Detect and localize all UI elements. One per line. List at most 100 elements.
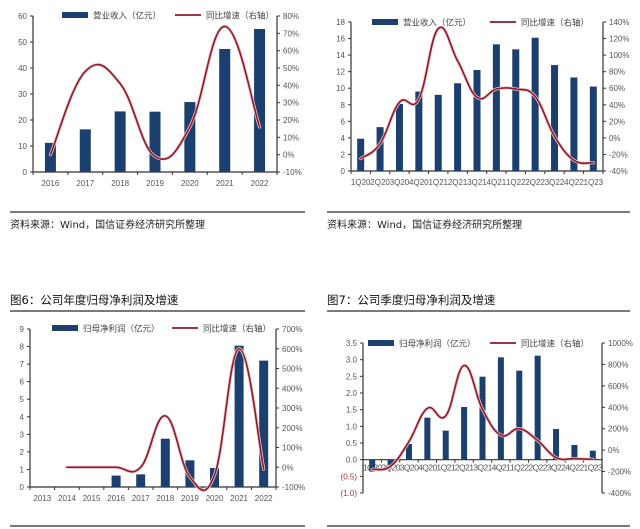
x-tick-label: 2Q21 (448, 178, 468, 187)
left-tick-label: 10 (336, 84, 345, 93)
left-tick-label: 9 (20, 325, 25, 334)
chart-annual-net-profit: 0 1 2 3 4 5 6 7 8 9 -100% 0% 100% 200% 300% 400% 500% 600… (0, 312, 320, 517)
bar (160, 438, 170, 487)
legend-bar-label: 营业收入（亿元） (93, 11, 161, 21)
right-tick-label: 50% (283, 64, 299, 73)
x-tick-label: 2014 (58, 494, 76, 503)
x-tick-label: 4Q20 (418, 463, 437, 473)
right-tick-label: 0% (608, 446, 620, 455)
bar (79, 129, 91, 172)
right-tick-label: 600% (608, 382, 628, 391)
bar (492, 44, 500, 171)
x-tick-label: 2020 (181, 179, 199, 188)
x-tick-label: 3Q21 (473, 463, 492, 473)
x-tick-label: 4Q21 (492, 463, 511, 473)
right-tick-label: 1000% (608, 339, 633, 348)
x-tick-label: 1Q22 (510, 463, 529, 473)
x-tick-label: 2013 (33, 494, 51, 503)
left-tick-label: 60 (18, 12, 27, 21)
bar (387, 459, 394, 465)
bar (461, 407, 468, 460)
chart-quarterly-net-profit: (1.0) (0.5) 0.0 0.5 1.0 1.5 2.0 2.5 3.0 3.5 -400% -… (320, 312, 640, 517)
right-tick-label: 300% (282, 404, 302, 413)
x-tick-label: 1Q21 (436, 463, 455, 473)
bar (114, 111, 126, 172)
bar (473, 70, 481, 171)
left-tick-label: 3.0 (346, 356, 358, 365)
left-tick-label: 0 (20, 483, 25, 492)
left-tick-label: 0.5 (346, 439, 358, 448)
x-tick-label: 2022 (251, 179, 269, 188)
chart-annual-net-profit-svg: 0 1 2 3 4 5 6 7 8 9 -100% 0% 100% 200% 300% 400% 500% 600… (20, 324, 306, 504)
legend-line-label: 同比增速（右轴） (521, 339, 589, 349)
divider-top-left (10, 211, 305, 213)
legend-line-label: 同比增速（右轴） (203, 324, 271, 334)
figure-title-7: 图7：公司季度归母净利润及增速 (327, 293, 496, 307)
right-tick-label: 0% (283, 151, 295, 160)
left-tick-label: 7 (20, 360, 25, 369)
legend-bar-swatch (52, 325, 78, 331)
right-tick-label: 0% (609, 134, 621, 143)
x-tick-label: 4Q20 (409, 178, 429, 187)
x-tick-label: 4Q22 (565, 463, 584, 473)
right-tick-label: 800% (608, 360, 628, 369)
left-tick-label: 2 (341, 150, 346, 159)
right-tick-label: 60% (609, 84, 625, 93)
legend-line-label: 同比增速（右轴） (521, 18, 589, 28)
chart-annual-revenue-svg: 0 10 20 30 40 50 60 -10% 0% 10% 20% 30% 40% 50% 60% 70%… (18, 11, 302, 189)
legend-bar-swatch (368, 340, 394, 346)
growth-line (66, 347, 265, 492)
bar (571, 445, 578, 460)
right-tick-label: 600% (282, 345, 302, 354)
left-tick-label: 3.5 (346, 339, 358, 348)
divider-mid-right (327, 310, 630, 312)
bar (512, 49, 520, 171)
right-tick-label: 0% (282, 463, 294, 472)
source-note-right: 资料来源：Wind，国信证券经济研究所整理 (327, 220, 523, 231)
left-tick-label: 18 (336, 18, 345, 27)
bar (44, 142, 56, 172)
x-tick-label: 4Q22 (564, 178, 584, 187)
right-tick-label: 500% (282, 365, 302, 374)
right-tick-label: 80% (283, 12, 299, 21)
legend-bar-label: 归母净利润（亿元） (83, 324, 160, 334)
x-tick-label: 2018 (111, 179, 129, 188)
bar (395, 103, 403, 171)
bar (589, 86, 597, 171)
left-tick-label: 4 (341, 134, 346, 143)
x-tick-label: 3Q21 (467, 178, 487, 187)
chart-quarterly-revenue-svg: 0 2 4 6 8 10 12 14 16 18 -40% -20% 0% 20% 40% 60% 80% 100… (336, 18, 629, 188)
x-tick-label: 2020 (206, 494, 224, 503)
left-tick-label: (1.0) (341, 489, 358, 498)
x-tick-label: 3Q20 (390, 178, 410, 187)
bar (149, 111, 161, 172)
right-tick-label: 20% (609, 117, 625, 126)
left-tick-label: 20 (18, 116, 27, 125)
x-tick-label: 2016 (42, 179, 60, 188)
growth-line (49, 25, 261, 160)
right-tick-label: 80% (609, 68, 625, 77)
x-tick-label: 1Q23 (584, 178, 604, 187)
divider-bottom-left (10, 525, 305, 527)
left-tick-label: 6 (341, 117, 346, 126)
x-tick-label: 1Q20 (351, 178, 371, 187)
left-tick-label: 4 (20, 413, 25, 422)
right-tick-label: 400% (608, 403, 628, 412)
right-tick-label: 120% (609, 35, 629, 44)
bar (497, 357, 504, 460)
x-tick-label: 2017 (132, 494, 150, 503)
bar (424, 417, 431, 460)
x-tick-label: 2Q20 (370, 178, 390, 187)
left-tick-label: 12 (336, 68, 345, 77)
right-tick-label: 100% (609, 51, 629, 60)
bar (369, 459, 376, 472)
growth-line (359, 26, 595, 165)
left-tick-label: 3 (20, 430, 25, 439)
right-tick-label: -200% (608, 468, 631, 477)
left-tick-label: 0 (341, 167, 346, 176)
divider-top-right (327, 211, 630, 213)
x-tick-label: 2021 (216, 179, 234, 188)
right-tick-label: 70% (283, 29, 299, 38)
x-tick-label: 2018 (156, 494, 174, 503)
bar (136, 474, 146, 487)
